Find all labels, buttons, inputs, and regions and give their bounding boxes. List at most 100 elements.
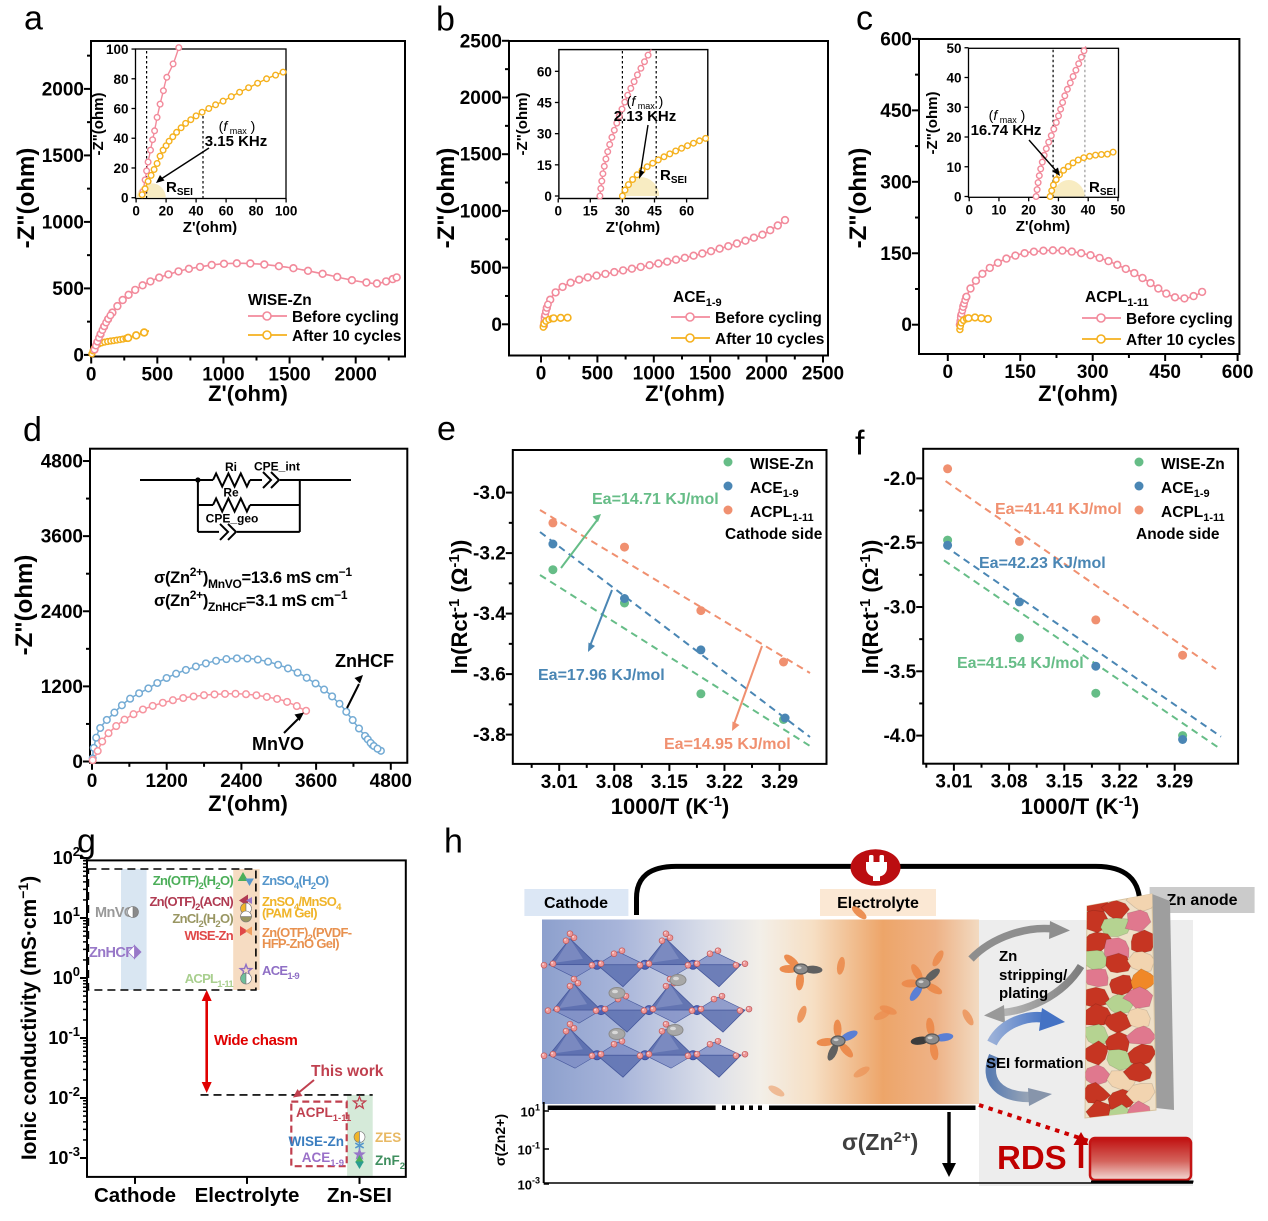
svg-text:f: f [855,425,865,463]
svg-text:0: 0 [86,365,97,386]
svg-text:150: 150 [880,244,912,265]
svg-text:1000: 1000 [202,365,244,386]
svg-text:(PAM Gel): (PAM Gel) [262,906,317,921]
svg-text:0: 0 [72,752,83,773]
svg-text:0: 0 [132,204,140,219]
svg-text:Z'(ohm): Z'(ohm) [1016,218,1070,235]
svg-text:0: 0 [554,204,562,219]
svg-text:600: 600 [1222,362,1254,383]
svg-text:500: 500 [582,364,614,385]
svg-text:WISE-Zn: WISE-Zn [248,292,312,309]
svg-text:102: 102 [53,844,80,868]
svg-text:15: 15 [583,204,599,219]
svg-text:After 10 cycles: After 10 cycles [1126,332,1235,349]
svg-text:2000: 2000 [745,364,787,385]
svg-text:-2.5: -2.5 [883,533,916,554]
svg-text:3.08: 3.08 [991,772,1028,793]
svg-text:-Z"(ohm): -Z"(ohm) [924,92,941,155]
svg-text:Cathode side: Cathode side [725,526,823,543]
svg-text:450: 450 [880,101,912,122]
svg-text:0: 0 [491,315,502,336]
svg-text:1500: 1500 [42,146,84,167]
svg-text:10-3: 10-3 [48,1144,80,1168]
svg-text:-Z"(ohm): -Z"(ohm) [90,93,107,156]
svg-text:2000: 2000 [42,79,84,100]
svg-text:3.15 KHz: 3.15 KHz [205,133,268,150]
svg-text:3.22: 3.22 [1101,772,1138,793]
svg-text:80: 80 [113,72,128,87]
svg-text:300: 300 [1077,362,1109,383]
svg-text:16.74 KHz: 16.74 KHz [971,122,1042,139]
svg-text:300: 300 [880,172,912,193]
svg-text:Zn-SEI: Zn-SEI [327,1184,392,1207]
svg-text:-Z"(ohm): -Z"(ohm) [845,148,872,249]
svg-text:c: c [856,0,873,38]
svg-text:1000/T (K-1): 1000/T (K-1) [611,793,730,819]
svg-text:2400: 2400 [41,602,83,623]
svg-text:600: 600 [880,29,912,50]
svg-text:3.08: 3.08 [596,772,633,793]
svg-text:0: 0 [954,190,962,205]
svg-text:Ea=41.41 KJ/mol: Ea=41.41 KJ/mol [995,501,1122,518]
svg-text:60: 60 [537,64,552,79]
svg-text:30: 30 [537,127,552,142]
svg-text:1000: 1000 [42,212,84,233]
svg-text:500: 500 [52,279,84,300]
svg-text:3600: 3600 [295,771,337,792]
svg-text:1500: 1500 [689,364,731,385]
svg-text:30: 30 [946,100,961,115]
svg-text:Ea=41.54 KJ/mol: Ea=41.54 KJ/mol [957,655,1084,672]
svg-text:150: 150 [1004,362,1036,383]
svg-text:SEI formation: SEI formation [986,1055,1084,1072]
svg-text:σ(Zn2+)ZnHCF=3.1 mS cm−1: σ(Zn2+)ZnHCF=3.1 mS cm−1 [154,588,348,614]
svg-text:Before cycling: Before cycling [292,309,399,326]
svg-text:MnVO: MnVO [252,734,304,754]
svg-text:-Z"(ohm): -Z"(ohm) [433,148,460,249]
svg-text:Ea=14.71 KJ/mol: Ea=14.71 KJ/mol [592,491,719,508]
svg-text:plating: plating [999,985,1048,1002]
svg-text:Z'(ohm): Z'(ohm) [1038,381,1118,406]
svg-text:1000: 1000 [460,201,502,222]
svg-text:WISE-Zn: WISE-Zn [750,456,814,473]
svg-text:This work: This work [311,1063,384,1080]
svg-text:Z'(ohm): Z'(ohm) [645,381,725,406]
svg-text:4800: 4800 [41,452,83,473]
svg-text:1000: 1000 [633,364,675,385]
svg-text:CPE_int: CPE_int [254,460,300,474]
svg-text:40: 40 [946,71,961,86]
svg-text:10: 10 [946,160,961,175]
svg-text:20: 20 [113,161,128,176]
svg-text:20: 20 [159,204,174,219]
svg-text:0: 0 [965,202,973,217]
svg-text:3600: 3600 [41,527,83,548]
svg-text:-3.0: -3.0 [883,598,916,619]
svg-text:3.15: 3.15 [1046,772,1083,793]
svg-text:CPE_geo: CPE_geo [206,512,259,526]
svg-text:Before cycling: Before cycling [1126,311,1233,328]
svg-text:30: 30 [1051,202,1066,217]
svg-text:e: e [437,410,456,448]
svg-text:WISE-Zn: WISE-Zn [184,928,233,943]
svg-text:500: 500 [470,258,502,279]
svg-text:WISE-Zn: WISE-Zn [289,1134,345,1149]
svg-text:Zn(OTF)2(PVDF-: Zn(OTF)2(PVDF- [262,925,352,944]
svg-text:Before cycling: Before cycling [715,310,822,327]
svg-text:50: 50 [946,41,961,56]
svg-text:3.15: 3.15 [651,772,688,793]
svg-text:σ(Zn2+): σ(Zn2+) [492,1114,508,1166]
svg-text:-3.0: -3.0 [473,483,506,504]
svg-text:60: 60 [219,204,234,219]
svg-text:45: 45 [537,95,553,110]
svg-text:Z'(ohm): Z'(ohm) [208,791,288,816]
svg-text:40: 40 [113,131,128,146]
svg-text:100: 100 [106,42,129,57]
svg-text:2000: 2000 [335,365,377,386]
svg-text:0: 0 [87,771,98,792]
svg-text:b: b [436,1,455,39]
svg-text:MnVO: MnVO [95,905,135,921]
svg-text:After 10 cycles: After 10 cycles [292,328,401,345]
svg-text:1500: 1500 [460,145,502,166]
svg-text:d: d [23,411,42,449]
svg-text:3.01: 3.01 [935,772,972,793]
svg-text:-4.0: -4.0 [883,726,916,747]
